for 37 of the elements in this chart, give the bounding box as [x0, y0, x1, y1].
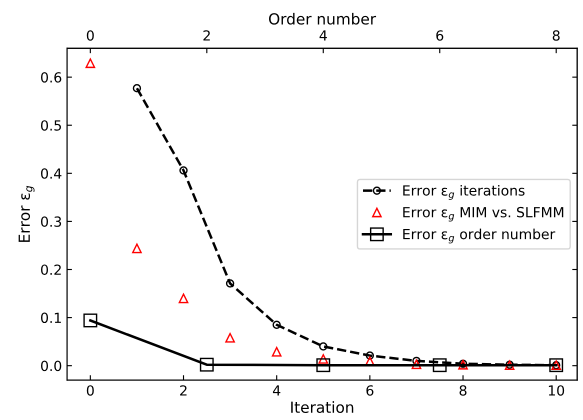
- x2-tick-label: 6: [436, 30, 444, 41]
- point: [272, 346, 282, 357]
- point: [178, 293, 188, 304]
- x2-tick-label: 0: [86, 30, 94, 41]
- x2-tick-label: 2: [203, 30, 210, 41]
- x-tick-label: 6: [366, 385, 374, 396]
- y-tick-label: 0.5: [41, 120, 61, 131]
- point: [226, 279, 234, 288]
- x-tick-label: 2: [180, 385, 187, 396]
- x2-axis-title: Order number: [269, 12, 376, 25]
- x2-tick-label: 8: [552, 30, 560, 41]
- y-axis-title: Error ε$_{g}$: [18, 186, 35, 242]
- point: [132, 243, 142, 254]
- point: [179, 166, 188, 175]
- x-axis-title: Iteration: [291, 401, 354, 414]
- point: [85, 58, 96, 68]
- point: [225, 332, 235, 343]
- y-tick-label: 0.4: [41, 168, 62, 179]
- legend-label: Error ε$_{g}$ order number: [403, 228, 556, 244]
- x2-tick-label: 4: [320, 30, 327, 41]
- point: [132, 84, 142, 92]
- point: [272, 320, 281, 329]
- y-tick-label: 0.2: [41, 264, 61, 275]
- point: [366, 351, 374, 360]
- y-tick-label: 0.3: [41, 216, 62, 227]
- legend-label: Error ε$_{g}$ iterations: [403, 184, 525, 200]
- point: [318, 354, 328, 364]
- point: [319, 342, 328, 351]
- x-tick-label: 10: [548, 385, 564, 396]
- point: [412, 359, 422, 370]
- x-tick-label: 0: [86, 385, 94, 396]
- y-tick-label: 0.6: [41, 72, 62, 83]
- y-tick-label: 0.0: [41, 360, 62, 372]
- legend-label: Error ε$_{g}$ MIM vs. SLFMM: [403, 206, 564, 222]
- x-tick-label: 8: [460, 385, 466, 396]
- y-tick-label: 0.1: [41, 312, 61, 324]
- x-tick-label: 4: [272, 385, 280, 396]
